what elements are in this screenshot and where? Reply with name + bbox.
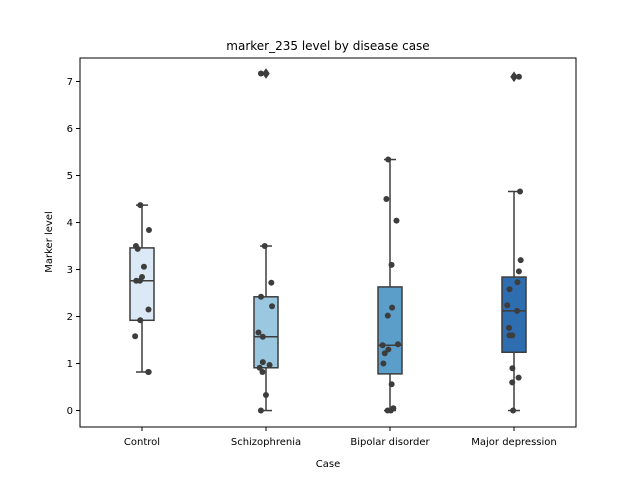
data-point-major-depression	[509, 365, 516, 372]
box-major-depression	[501, 276, 527, 354]
data-point-major-depression	[506, 332, 513, 339]
data-point-bipolar-disorder	[385, 346, 392, 353]
data-point-control	[137, 202, 144, 209]
y-tick-label: 5	[67, 171, 73, 182]
y-tick-label: 6	[67, 124, 73, 135]
data-point-schizophrenia	[266, 361, 273, 368]
data-point-control	[140, 263, 147, 270]
data-point-schizophrenia	[257, 407, 264, 414]
data-point-schizophrenia	[256, 364, 263, 371]
data-point-schizophrenia	[269, 303, 276, 310]
data-point-bipolar-disorder	[380, 360, 387, 367]
outlier-schizophrenia	[262, 68, 270, 79]
y-tick-label: 4	[67, 218, 73, 229]
data-point-schizophrenia	[268, 279, 275, 286]
data-point-bipolar-disorder	[385, 156, 392, 163]
data-points	[132, 70, 524, 414]
x-tick-label: Major depression	[471, 437, 557, 448]
data-point-control	[139, 274, 146, 281]
y-tick-label: 0	[67, 406, 73, 417]
x-axis-label: Case	[316, 459, 340, 470]
data-point-bipolar-disorder	[388, 381, 395, 388]
data-point-major-depression	[517, 257, 524, 264]
data-point-control	[145, 369, 152, 376]
data-point-control	[132, 243, 139, 250]
data-point-schizophrenia	[261, 243, 268, 250]
data-point-control	[145, 227, 152, 234]
y-tick-label: 3	[67, 265, 73, 276]
data-point-major-depression	[517, 188, 524, 195]
data-point-control	[145, 306, 152, 313]
data-point-schizophrenia	[258, 293, 265, 300]
data-point-major-depression	[515, 268, 522, 275]
data-point-bipolar-disorder	[388, 261, 395, 268]
data-point-schizophrenia	[259, 369, 266, 376]
data-point-control	[137, 317, 144, 324]
data-point-bipolar-disorder	[384, 312, 391, 319]
data-point-bipolar-disorder	[390, 405, 397, 412]
y-axis-label: Marker level	[44, 211, 55, 273]
x-tick-label: Control	[124, 437, 160, 448]
axes: 0 1 2 3 4 5 6 7 Control Schizophrenia Bipolar diso…	[67, 57, 577, 448]
data-point-schizophrenia	[262, 392, 269, 399]
x-tick-label: Bipolar disorder	[350, 437, 430, 448]
data-point-schizophrenia	[259, 333, 266, 340]
data-point-major-depression	[514, 307, 521, 314]
data-point-bipolar-disorder	[381, 350, 388, 357]
x-tick-label: Schizophrenia	[231, 437, 301, 448]
data-point-bipolar-disorder	[394, 341, 401, 348]
data-point-bipolar-disorder	[393, 217, 400, 224]
outlier-major-depression	[510, 71, 518, 83]
data-point-major-depression	[514, 279, 521, 286]
plot-area	[129, 68, 527, 412]
data-point-bipolar-disorder	[383, 196, 390, 203]
data-point-schizophrenia	[255, 329, 262, 336]
box-bipolar-disorder	[377, 286, 403, 375]
data-point-schizophrenia	[259, 359, 266, 366]
data-point-bipolar-disorder	[379, 342, 386, 349]
chart-title: marker_235 level by disease case	[226, 39, 429, 53]
data-point-major-depression	[509, 379, 516, 386]
data-point-major-depression	[506, 286, 513, 293]
data-point-major-depression	[505, 324, 512, 331]
data-point-bipolar-disorder	[389, 304, 396, 311]
y-tick-label: 7	[67, 77, 73, 88]
data-point-major-depression	[515, 374, 522, 381]
y-tick-label: 1	[67, 359, 73, 370]
data-point-control	[132, 333, 139, 340]
data-point-schizophrenia	[257, 70, 264, 77]
data-point-major-depression	[515, 73, 522, 80]
data-point-major-depression	[504, 302, 511, 309]
data-point-bipolar-disorder	[384, 407, 391, 414]
y-tick-label: 2	[67, 312, 73, 323]
plot-frame	[79, 57, 577, 428]
data-point-major-depression	[510, 407, 517, 414]
